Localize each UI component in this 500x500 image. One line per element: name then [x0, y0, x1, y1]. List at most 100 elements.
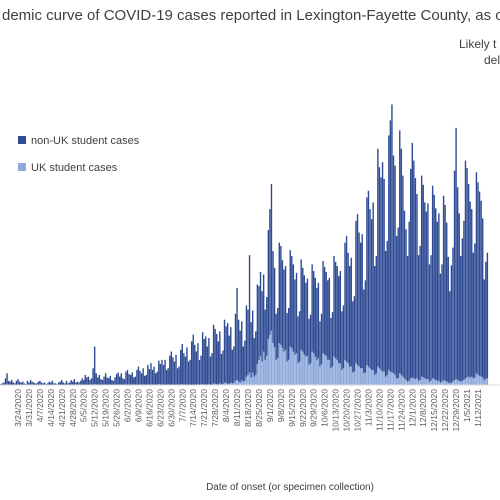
x-tick-label: 7/28/2020 [210, 389, 220, 427]
bar [485, 261, 487, 380]
bar [452, 247, 454, 382]
bar [356, 364, 359, 385]
bar [95, 373, 97, 385]
x-tick-label: 6/23/2020 [155, 389, 165, 427]
bar [48, 381, 50, 385]
bar [150, 363, 152, 385]
bar [408, 221, 410, 381]
bar [114, 377, 116, 385]
bar [294, 279, 296, 355]
bar [471, 209, 473, 377]
bar [471, 376, 473, 385]
bar [212, 383, 215, 385]
bar [81, 378, 83, 385]
bar [317, 282, 320, 359]
bar [391, 104, 393, 373]
bar [261, 361, 263, 385]
bar [359, 242, 362, 369]
bar [431, 378, 434, 385]
x-tick-label: 4/7/2020 [35, 389, 45, 422]
bar [413, 378, 415, 385]
bar [128, 374, 130, 385]
bar [417, 255, 420, 381]
bar [258, 286, 260, 360]
bar [425, 211, 428, 380]
bar [261, 291, 263, 362]
bar [378, 368, 381, 385]
bar [389, 120, 392, 372]
bar [478, 191, 481, 376]
bar [262, 274, 265, 352]
bar [197, 343, 199, 385]
bar [405, 379, 407, 385]
bar [61, 379, 63, 385]
bar [215, 333, 218, 385]
x-tick-label: 9/22/2020 [298, 389, 308, 427]
bar [422, 377, 424, 385]
bar [181, 343, 183, 385]
bar [64, 383, 66, 385]
bar [375, 373, 377, 385]
bar [447, 382, 449, 385]
bar [209, 356, 212, 385]
x-tick-label: 4/14/2020 [46, 389, 56, 427]
bar [125, 371, 127, 385]
x-tick-label: 3/24/2020 [13, 389, 23, 427]
bar [458, 380, 460, 385]
bar [433, 379, 435, 385]
bar [475, 172, 478, 374]
bar [264, 309, 266, 360]
bar [14, 383, 16, 385]
bar [348, 366, 351, 385]
bar [100, 379, 102, 385]
x-tick-label: 6/2/2020 [123, 389, 133, 422]
bar [361, 368, 363, 385]
bar [431, 185, 434, 379]
bar [338, 276, 340, 364]
bar [280, 344, 282, 385]
annotation: dela [484, 53, 500, 67]
bar [79, 380, 82, 385]
bar [472, 252, 475, 379]
bar [222, 350, 224, 385]
bar [347, 252, 349, 364]
bar [3, 382, 5, 385]
bar [289, 346, 291, 385]
bar [419, 245, 421, 380]
x-tick-label: 6/30/2020 [166, 389, 176, 427]
bar [291, 348, 293, 385]
bar [262, 351, 265, 385]
bar [414, 178, 417, 380]
bar [277, 307, 279, 359]
bar [11, 379, 13, 385]
bar [435, 208, 437, 380]
x-tick-label: 12/22/2020 [440, 389, 450, 432]
bar [117, 372, 119, 385]
bar [311, 264, 313, 352]
bar [400, 374, 403, 385]
bar [322, 353, 324, 385]
bar [436, 380, 439, 385]
bar [21, 381, 24, 385]
bar [172, 357, 174, 385]
bar [309, 363, 312, 385]
bar [399, 373, 401, 385]
bar [305, 356, 307, 385]
bar [154, 373, 157, 385]
bar [344, 242, 346, 360]
bar [370, 369, 373, 385]
bar [234, 313, 237, 381]
bar [239, 382, 241, 385]
bar [32, 382, 35, 385]
bar [212, 324, 215, 384]
bar [388, 135, 390, 370]
bar [137, 366, 140, 385]
bar [273, 347, 276, 385]
bar [161, 359, 163, 385]
bar [31, 381, 33, 385]
bar [300, 259, 302, 350]
bar [289, 250, 291, 347]
bar [90, 378, 93, 385]
bar [319, 366, 321, 385]
bar [136, 369, 138, 385]
